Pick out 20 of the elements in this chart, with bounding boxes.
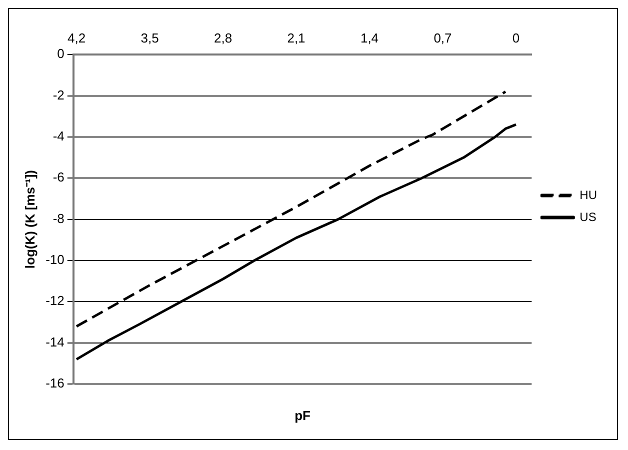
x-tick-label: 4,2	[67, 30, 86, 46]
y-tick-label: -4	[52, 128, 64, 144]
y-tick-label: -2	[52, 87, 64, 102]
x-tick-label: 0	[512, 30, 520, 46]
x-tick-label: 3,5	[140, 30, 159, 46]
legend-label: HU	[580, 188, 598, 202]
x-tick-label: 2,8	[214, 30, 232, 46]
legend-label: US	[580, 210, 596, 224]
y-tick-label: -16	[46, 376, 64, 391]
x-tick-label: 1,4	[360, 30, 379, 46]
x-tick-label: 2,1	[287, 30, 306, 46]
y-tick-label: -10	[46, 252, 64, 268]
y-tick-label: -14	[46, 334, 64, 350]
y-tick-label: -8	[52, 210, 64, 226]
x-axis-title: pF	[294, 408, 311, 423]
y-tick-label: -12	[46, 293, 64, 308]
y-axis-title: log(K) (K [ms⁻¹])	[22, 170, 38, 269]
x-tick-label: 0,7	[434, 30, 452, 46]
y-tick-label: -6	[52, 170, 64, 185]
y-tick-label: 0	[57, 46, 64, 62]
